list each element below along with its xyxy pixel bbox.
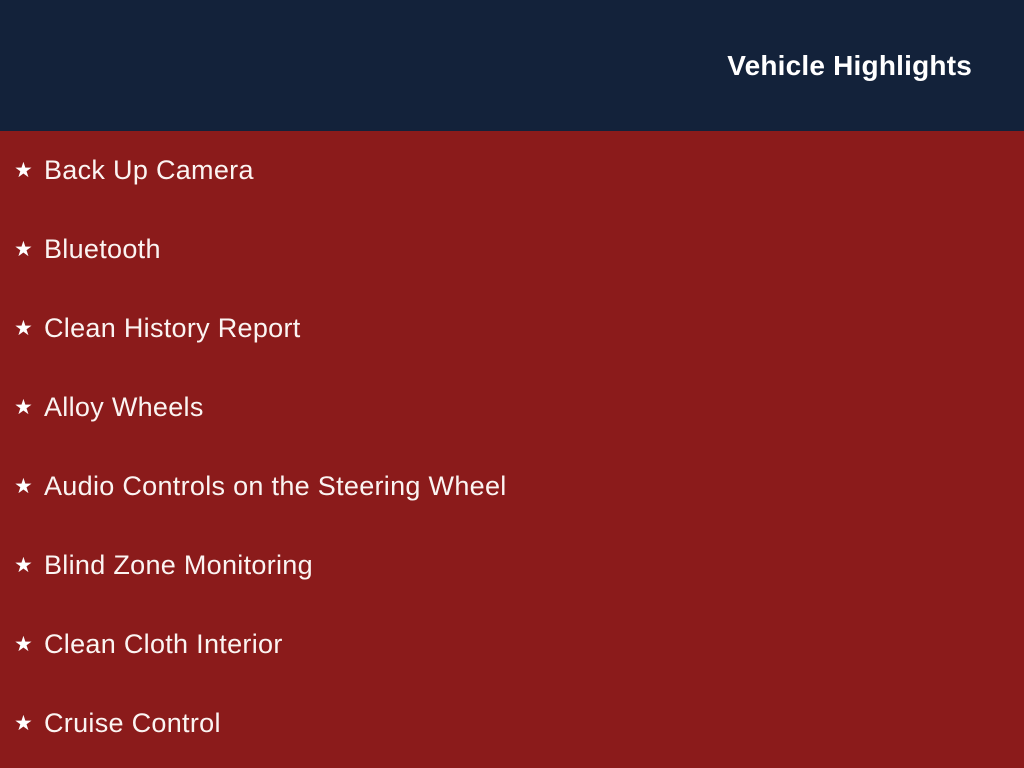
list-item: ★ Bluetooth bbox=[0, 210, 1024, 289]
list-item: ★ Back Up Camera bbox=[0, 131, 1024, 210]
feature-label: Clean Cloth Interior bbox=[44, 629, 283, 659]
feature-label: Clean History Report bbox=[44, 313, 301, 343]
star-icon: ★ bbox=[14, 475, 33, 498]
slide-header: Vehicle Highlights bbox=[0, 0, 1024, 131]
star-icon: ★ bbox=[14, 396, 33, 419]
list-item: ★ Audio Controls on the Steering Wheel bbox=[0, 447, 1024, 526]
list-item: ★ Clean Cloth Interior bbox=[0, 605, 1024, 684]
star-icon: ★ bbox=[14, 554, 33, 577]
star-icon: ★ bbox=[14, 238, 33, 261]
feature-label: Back Up Camera bbox=[44, 155, 254, 185]
star-icon: ★ bbox=[14, 712, 33, 735]
list-item: ★ Blind Zone Monitoring bbox=[0, 526, 1024, 605]
feature-label: Alloy Wheels bbox=[44, 392, 204, 422]
feature-label: Bluetooth bbox=[44, 234, 161, 264]
feature-label: Audio Controls on the Steering Wheel bbox=[44, 471, 507, 501]
list-item: ★ Clean History Report bbox=[0, 289, 1024, 368]
star-icon: ★ bbox=[14, 633, 33, 656]
list-item: ★ Alloy Wheels bbox=[0, 368, 1024, 447]
page-title: Vehicle Highlights bbox=[727, 49, 972, 81]
list-item: ★ Cruise Control bbox=[0, 684, 1024, 763]
star-icon: ★ bbox=[14, 159, 33, 182]
feature-label: Blind Zone Monitoring bbox=[44, 550, 313, 580]
star-icon: ★ bbox=[14, 317, 33, 340]
feature-list: ★ Back Up Camera ★ Bluetooth ★ Clean His… bbox=[0, 131, 1024, 763]
slide-body: ★ Back Up Camera ★ Bluetooth ★ Clean His… bbox=[0, 131, 1024, 768]
feature-label: Cruise Control bbox=[44, 708, 221, 738]
